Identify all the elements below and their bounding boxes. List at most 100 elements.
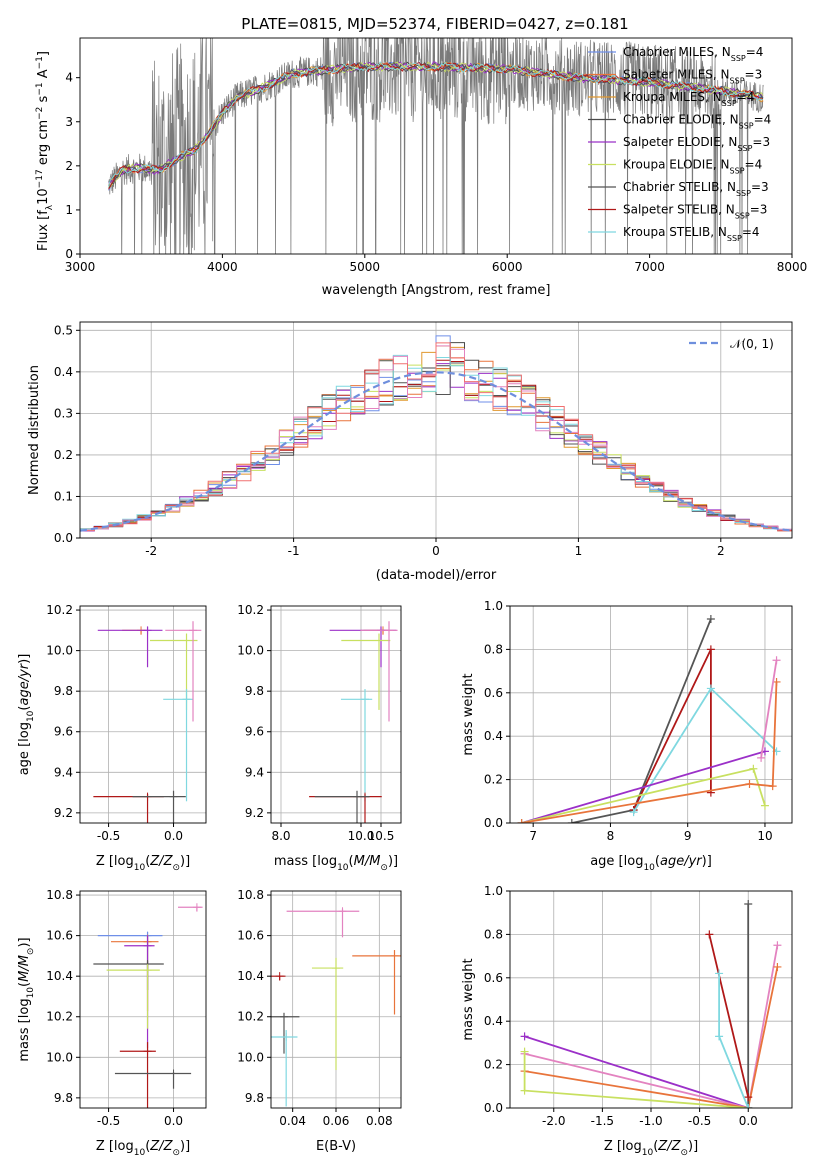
- y-tick-label: 10.8: [237, 888, 264, 902]
- y-tick-label: 9.8: [54, 1091, 73, 1105]
- x-tick-label: 0.0: [164, 829, 183, 843]
- x-tick-label: 3000: [65, 260, 96, 274]
- x-tick-label: 0.06: [323, 1114, 350, 1128]
- plot-content: [108, 38, 764, 254]
- legend-text: =4: [742, 225, 760, 239]
- y-tick-label: 4: [65, 71, 73, 85]
- z-mass-plot: -0.5 0.09.810.010.210.410.610.8Z [log10(Z…: [17, 888, 207, 1158]
- legend-entry: Salpeter MILES, NSSP=3: [623, 68, 762, 86]
- legend-text: Kroupa MILES, N: [623, 90, 722, 104]
- label-part: 10: [643, 863, 655, 873]
- data-point-marker: [390, 951, 399, 960]
- legend-text: Chabrier ELODIE, N: [623, 113, 739, 127]
- spectrum-plot: 3000 4000 5000 6000 7000 8000 0 1 2 3 4 Chabrier MI…: [35, 37, 808, 298]
- y-tick-label: 9.6: [54, 725, 73, 739]
- legend-text: =4: [737, 90, 755, 104]
- data-point-marker: [169, 792, 178, 801]
- y-tick-label: 0.0: [484, 816, 503, 830]
- y-axis-label: mass weight: [461, 673, 476, 755]
- y-tick-label: 9.4: [54, 765, 73, 779]
- x-tick-label: 0.08: [366, 1114, 393, 1128]
- legend-entry: Kroupa STELIB, NSSP=4: [623, 225, 760, 243]
- legend-entry: Chabrier STELIB, NSSP=3: [623, 180, 769, 198]
- label-part: erg cm: [36, 120, 51, 169]
- x-tick-label: -1.0: [639, 1114, 662, 1128]
- weight-point-marker: [744, 1104, 753, 1108]
- legend-text: Salpeter MILES, N: [623, 68, 730, 82]
- y-tick-label: 0.4: [484, 1014, 503, 1028]
- y-tick-label: 10.0: [46, 1050, 73, 1064]
- label-part: )]: [180, 1139, 190, 1154]
- data-point-marker: [275, 972, 284, 981]
- weight-series-line: [521, 681, 778, 823]
- axes-frame: [509, 605, 793, 824]
- label-part: Z [log: [96, 854, 134, 869]
- weight-point-marker: [517, 819, 526, 823]
- y-tick-label: 1.0: [484, 884, 503, 898]
- y-tick-label: 10.8: [46, 888, 73, 902]
- x-tick-label: 8: [607, 829, 615, 843]
- label-part: (: [349, 854, 354, 869]
- y-tick-label: 1: [65, 203, 73, 217]
- label-part: Z [log: [96, 1139, 134, 1154]
- legend-sub: SSP: [730, 76, 745, 85]
- legend-entry: Chabrier MILES, NSSP=4: [623, 45, 763, 63]
- y-tick-label: 0.0: [54, 531, 73, 545]
- legend-text: =3: [752, 135, 770, 149]
- z-age-plot: -0.5 0.09.29.49.69.810.010.2Z [log10(Z/Z⊙…: [17, 603, 207, 873]
- observed-spectrum: [108, 38, 764, 254]
- weight-point-marker: [706, 645, 715, 654]
- y-tick-label: 10.2: [237, 603, 264, 617]
- x-tick-label: 8000: [777, 260, 808, 274]
- label-part: −2: [35, 107, 45, 120]
- legend-text: =4: [746, 45, 764, 59]
- label-part: ]: [36, 51, 51, 56]
- label-part: Z/Z: [149, 1139, 173, 1154]
- data-point-marker: [143, 626, 152, 635]
- y-tick-label: 9.6: [245, 725, 264, 739]
- label-part: mass [log: [274, 854, 337, 869]
- y-tick-label: 10.6: [46, 929, 73, 943]
- x-tick-label: -0.5: [688, 1114, 711, 1128]
- weight-point-marker: [520, 1086, 529, 1095]
- label-part: 10: [642, 1148, 654, 1158]
- weight-series-line: [521, 750, 766, 823]
- label-part: M/M: [354, 854, 381, 869]
- ebv-mass-plot: 0.04 0.06 0.08 9.8 10.0 10.2 10.4 10.6 10.8 E(B-V…: [237, 888, 402, 1154]
- x-tick-label: 10.0: [348, 829, 375, 843]
- weight-point-marker: [567, 819, 576, 823]
- x-tick-label: -1.5: [591, 1114, 614, 1128]
- x-tick-label: 0: [432, 544, 440, 558]
- label-part: E(B-V): [316, 1139, 356, 1154]
- y-tick-label: 9.4: [245, 765, 264, 779]
- data-point-marker: [375, 636, 383, 645]
- weight-point-marker: [715, 969, 724, 978]
- data-point-marker: [182, 695, 191, 704]
- x-tick-label: -0.5: [97, 1114, 120, 1128]
- y-tick-label: 10.6: [237, 929, 264, 943]
- data-point-marker: [280, 1012, 288, 1021]
- legend-sub: SSP: [736, 189, 751, 198]
- x-tick-label: 8.0: [271, 829, 290, 843]
- y-tick-label: 3: [65, 115, 73, 129]
- x-tick-label: 7000: [634, 260, 665, 274]
- data-point-marker: [192, 903, 201, 912]
- legend-text: Kroupa ELODIE, N: [623, 158, 730, 172]
- legend-text: Chabrier MILES, N: [623, 45, 731, 59]
- label-part: ⊙: [680, 1148, 688, 1158]
- label-part: 10: [134, 1148, 146, 1158]
- plot-content: [271, 907, 401, 1107]
- data-point-marker: [189, 626, 198, 635]
- label-part: (: [145, 854, 150, 869]
- axes-frame: [79, 605, 207, 824]
- x-tick-label: -0.5: [97, 829, 120, 843]
- y-tick-label: 0.6: [484, 971, 503, 985]
- x-tick-label: -1: [288, 544, 300, 558]
- y-tick-label: 10.4: [237, 969, 264, 983]
- y-tick-label: 0.5: [54, 323, 73, 337]
- label-part: Flux [f: [36, 210, 51, 251]
- axes-frame: [270, 605, 402, 824]
